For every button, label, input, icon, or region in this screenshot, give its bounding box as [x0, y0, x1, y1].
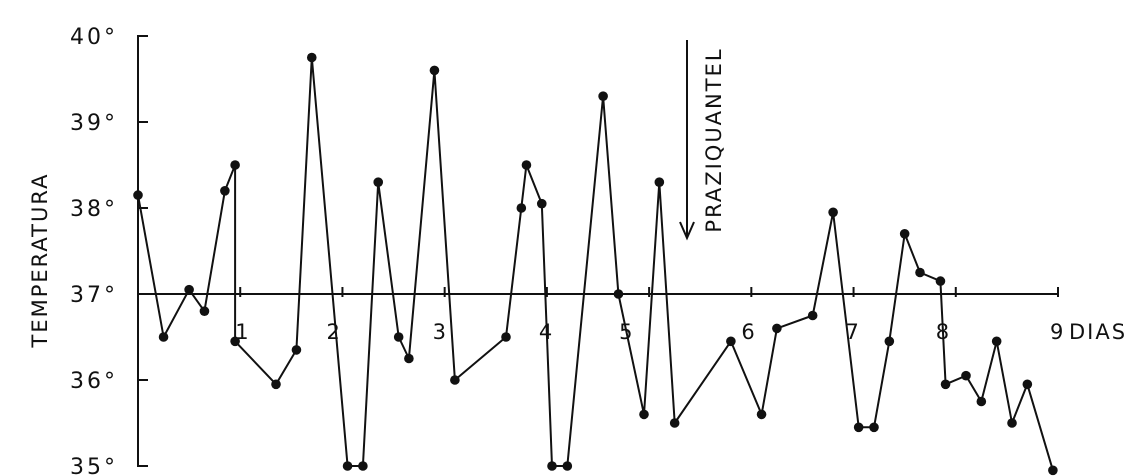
- data-point: [342, 461, 353, 471]
- data-point: [547, 461, 557, 471]
- data-point: [853, 422, 864, 433]
- data-point: [828, 207, 838, 218]
- data-point: [1022, 379, 1033, 390]
- data-point: [613, 289, 624, 299]
- data-point: [358, 461, 368, 471]
- y-tick-label: 36°: [70, 369, 118, 394]
- data-point: [133, 190, 143, 200]
- data-point: [429, 65, 440, 76]
- data-point: [230, 160, 240, 170]
- y-tick-label: 35°: [70, 455, 118, 476]
- temperature-series-line: [137, 56, 1054, 471]
- data-point: [1007, 418, 1017, 428]
- data-point: [899, 229, 910, 239]
- data-point: [639, 409, 649, 420]
- data-point: [291, 345, 302, 355]
- data-point: [373, 177, 384, 187]
- data-point: [869, 422, 879, 433]
- y-tick-label: 37°: [70, 283, 118, 308]
- data-point: [199, 306, 210, 317]
- data-point: [536, 198, 547, 209]
- annotation-arrowhead: [679, 221, 695, 241]
- data-point: [158, 332, 169, 342]
- data-point: [521, 160, 532, 170]
- data-point: [940, 379, 951, 390]
- y-tick-label: 39°: [70, 111, 118, 136]
- data-point: [1048, 465, 1058, 476]
- data-point: [915, 267, 925, 278]
- data-point: [230, 336, 240, 347]
- x-tick-label: 3: [433, 320, 448, 344]
- annotation-label: PRAZIQUANTEL: [702, 47, 726, 232]
- data-point: [501, 332, 511, 342]
- data-point: [404, 353, 414, 364]
- data-point: [756, 409, 767, 420]
- data-point: [271, 379, 281, 390]
- data-point: [807, 310, 818, 321]
- data-point: [991, 336, 1002, 347]
- data-point: [450, 375, 460, 385]
- data-point: [306, 52, 317, 63]
- x-tick-label: 4: [539, 320, 554, 344]
- x-tick-label: 6: [741, 320, 756, 344]
- plot-area: [133, 52, 1058, 476]
- x-tick-label: 9: [1050, 320, 1065, 344]
- data-point: [393, 332, 404, 342]
- data-point: [726, 336, 736, 347]
- y-tick-label: 40°: [70, 25, 118, 50]
- data-point: [184, 284, 194, 295]
- data-point: [976, 396, 987, 407]
- data-point: [654, 177, 665, 187]
- data-point: [772, 323, 782, 334]
- axes: [137, 35, 1059, 467]
- data-point: [669, 418, 680, 428]
- y-axis-label: TEMPERATURA: [28, 173, 52, 349]
- data-point: [935, 276, 946, 286]
- data-point: [884, 336, 895, 347]
- data-point: [961, 370, 971, 381]
- y-tick-label: 38°: [70, 197, 118, 222]
- tick-labels: 40°39°38°37°36°35°1 2 3 4 5 6 7 8 9 DIAS: [70, 25, 1127, 476]
- data-point: [516, 203, 527, 213]
- data-point: [220, 186, 230, 196]
- data-point: [598, 91, 608, 101]
- data-point: [562, 461, 573, 471]
- x-unit-label: DIAS: [1069, 320, 1127, 344]
